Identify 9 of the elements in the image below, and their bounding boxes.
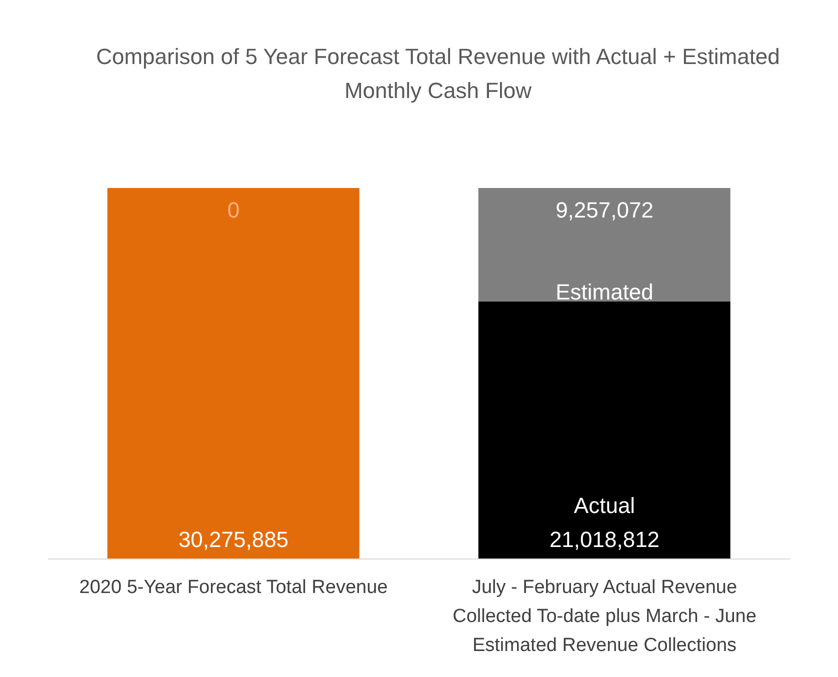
data-label: 0 (227, 198, 240, 223)
data-label: 21,018,812 (549, 527, 660, 552)
x-tick-label: 2020 5-Year Forecast Total Revenue (79, 577, 388, 598)
series-label: Estimated (556, 279, 654, 304)
data-label: 30,275,885 (178, 527, 289, 552)
x-tick-label: July - February Actual Revenue Collected To-date plus March - June Estimated Revenue Collections (452, 577, 756, 656)
series-label: Actual (574, 493, 636, 518)
data-label: 9,257,072 (556, 198, 654, 223)
chart-title: Comparison of 5 Year Forecast Total Revenue with Actual + Estimated Monthly Cash Flow (95, 43, 781, 105)
